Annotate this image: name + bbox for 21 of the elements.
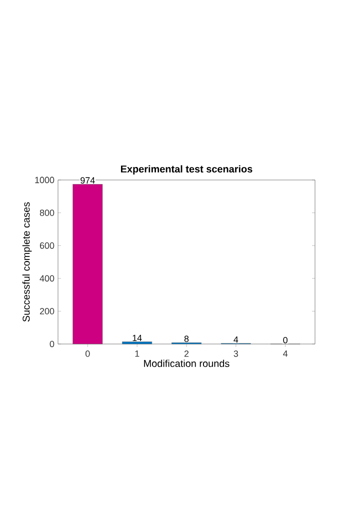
data-label: 0 bbox=[283, 336, 288, 344]
bar bbox=[122, 342, 152, 344]
y-tick-label: 400 bbox=[40, 275, 54, 282]
x-tick-label: 1 bbox=[135, 350, 140, 357]
data-label: 4 bbox=[234, 336, 238, 343]
x-tick-label: 4 bbox=[283, 350, 288, 357]
x-axis-title: Modification rounds bbox=[144, 360, 230, 368]
bar bbox=[72, 184, 103, 344]
data-label: 974 bbox=[80, 177, 95, 184]
y-tick-label: 600 bbox=[40, 242, 54, 249]
y-tick-label: 0 bbox=[50, 340, 54, 348]
y-axis-title: Successful complete cases bbox=[22, 202, 32, 322]
x-tick-label: 3 bbox=[234, 350, 238, 357]
data-label: 14 bbox=[132, 334, 142, 341]
x-tick-label: 0 bbox=[86, 350, 90, 357]
data-label: 8 bbox=[184, 336, 189, 342]
y-tick-label: 200 bbox=[40, 308, 54, 314]
chart-title: Experimental test scenarios bbox=[121, 165, 252, 174]
y-tick-label: 1000 bbox=[35, 176, 54, 184]
y-tick-label: 800 bbox=[40, 210, 54, 216]
x-tick-label: 2 bbox=[184, 350, 189, 357]
